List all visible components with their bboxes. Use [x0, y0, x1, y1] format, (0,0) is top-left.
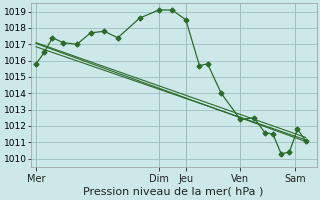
X-axis label: Pression niveau de la mer( hPa ): Pression niveau de la mer( hPa ) [84, 187, 264, 197]
